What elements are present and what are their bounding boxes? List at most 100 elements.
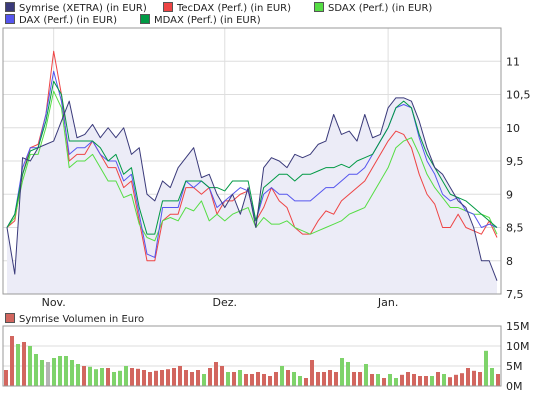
volume-bar: [280, 366, 284, 386]
volume-bar: [376, 374, 380, 386]
legend-item-tecdax: TecDAX (Perf.) (in EUR): [163, 2, 291, 15]
x-tick-label: Dez.: [213, 296, 238, 309]
y-tick-label: 9: [506, 188, 513, 201]
legend-label-mdax: MDAX (Perf.) (in EUR): [154, 15, 261, 26]
volume-bar: [340, 358, 344, 386]
volume-bar: [358, 372, 362, 386]
volume-plot-border: [2, 325, 502, 387]
volume-bar: [322, 372, 326, 386]
volume-bar: [466, 368, 470, 386]
volume-bar: [292, 372, 296, 386]
volume-bar: [58, 356, 62, 386]
legend-item-volume: Symrise Volumen in Euro: [5, 313, 144, 326]
volume-bar: [400, 374, 404, 386]
volume-bar: [214, 362, 218, 386]
legend-swatch-symrise: [5, 2, 15, 12]
volume-bar: [118, 370, 122, 386]
y-tick-label: 7,5: [506, 288, 524, 301]
volume-bar: [454, 374, 458, 386]
y-tick-label: 9,5: [506, 155, 524, 168]
volume-bar: [310, 360, 314, 386]
series-line-symrise: [6, 97, 498, 281]
volume-bar: [172, 368, 176, 386]
volume-bar: [460, 373, 464, 386]
volume-bar: [88, 366, 92, 386]
volume-bar: [112, 372, 116, 386]
volume-bar: [226, 372, 230, 386]
legend-label-tecdax: TecDAX (Perf.) (in EUR): [177, 3, 292, 14]
y-tick-label: 8,5: [506, 222, 524, 235]
volume-bar: [28, 346, 32, 386]
volume-bar: [136, 368, 140, 386]
volume-bar: [64, 356, 68, 386]
volume-y-tick-label: 10M: [506, 340, 530, 353]
x-tick-label: Nov.: [42, 296, 66, 309]
volume-bar: [424, 376, 428, 386]
volume-bar: [262, 374, 266, 386]
legend-swatch-volume: [5, 313, 15, 323]
legend-swatch-mdax: [140, 14, 150, 24]
volume-bar: [256, 372, 260, 386]
volume-bar: [490, 368, 494, 386]
legend-item-dax: DAX (Perf.) (in EUR): [5, 14, 117, 27]
volume-bar: [52, 358, 56, 386]
volume-bar: [166, 369, 170, 386]
volume-bar: [484, 350, 488, 386]
volume-bar: [412, 374, 416, 386]
volume-bar: [106, 368, 110, 386]
volume-bar: [478, 372, 482, 386]
volume-bar: [4, 370, 8, 386]
volume-bar: [76, 364, 80, 386]
legend-swatch-dax: [5, 14, 15, 24]
volume-bar: [388, 374, 392, 386]
legend-label-volume: Symrise Volumen in Euro: [19, 314, 145, 325]
volume-bar: [22, 342, 26, 386]
volume-y-tick-label: 5M: [506, 360, 523, 373]
volume-bar: [316, 372, 320, 386]
volume-bar: [190, 372, 194, 386]
volume-bar: [436, 372, 440, 386]
plot-border: [2, 27, 502, 295]
y-tick-label: 10: [506, 122, 520, 135]
volume-bar: [244, 374, 248, 386]
legend-item-mdax: MDAX (Perf.) (in EUR): [140, 14, 261, 27]
volume-bar: [46, 362, 50, 386]
legend-label-sdax: SDAX (Perf.) (in EUR): [328, 3, 433, 14]
volume-bar: [196, 370, 200, 386]
legend-swatch-sdax: [314, 2, 324, 12]
y-tick-label: 8: [506, 255, 513, 268]
volume-bar: [184, 370, 188, 386]
volume-bar: [82, 366, 86, 386]
volume-bar: [496, 374, 500, 386]
volume-bar: [304, 378, 308, 386]
volume-y-tick-label: 0M: [506, 380, 523, 393]
volume-bar: [10, 336, 14, 386]
series-line-sdax: [6, 90, 498, 242]
volume-bar: [328, 370, 332, 386]
volume-bar: [442, 374, 446, 386]
volume-bar: [100, 368, 104, 386]
volume-bar: [406, 372, 410, 386]
volume-bar: [334, 372, 338, 386]
volume-bar: [34, 354, 38, 386]
volume-bar: [346, 362, 350, 386]
volume-bar: [430, 376, 434, 386]
volume-bar: [124, 366, 128, 386]
volume-bar: [70, 360, 74, 386]
volume-bar: [238, 370, 242, 386]
legend-item-sdax: SDAX (Perf.) (in EUR): [314, 2, 432, 15]
x-tick-label: Jan.: [377, 296, 398, 309]
volume-bar: [40, 360, 44, 386]
volume-bar: [394, 378, 398, 386]
volume-bar: [274, 372, 278, 386]
legend-label-dax: DAX (Perf.) (in EUR): [19, 15, 117, 26]
volume-bar: [220, 366, 224, 386]
volume-bar: [268, 376, 272, 386]
volume-bar: [208, 368, 212, 386]
volume-bar: [148, 372, 152, 386]
volume-bar: [94, 369, 98, 386]
volume-bar: [364, 364, 368, 386]
volume-bar: [154, 370, 158, 386]
